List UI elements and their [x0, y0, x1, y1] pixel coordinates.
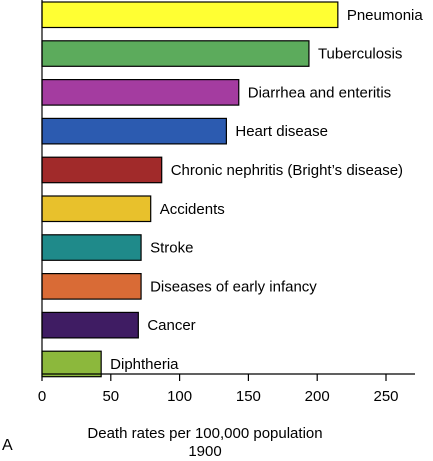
bar-0	[41, 1, 339, 29]
bar-label-4: Chronic nephritis (Bright’s disease)	[171, 162, 403, 179]
bar-7	[41, 273, 142, 300]
x-tick-label-4: 200	[305, 388, 330, 405]
bar-label-8: Cancer	[147, 317, 195, 334]
bar-label-9: Diphtheria	[110, 356, 179, 373]
bar-3	[41, 117, 227, 145]
x-axis-year: 1900	[188, 443, 222, 460]
panel-label: A	[2, 437, 13, 454]
x-tick-label-3: 150	[236, 388, 261, 405]
bar-label-1: Tuberculosis	[318, 46, 402, 63]
x-ticks-group: 0 50 100 150 200 250	[38, 374, 399, 405]
bar-label-3: Heart disease	[235, 123, 328, 140]
bars-group	[41, 1, 339, 378]
x-axis-title: Death rates per 100,000 population	[87, 425, 323, 442]
x-tick-label-2: 100	[167, 388, 192, 405]
x-tick-label-1: 50	[102, 388, 119, 405]
bar-label-2: Diarrhea and enteritis	[248, 84, 391, 101]
bar-label-6: Stroke	[150, 240, 193, 257]
x-tick-label-0: 0	[38, 388, 46, 405]
bar-5	[41, 195, 152, 223]
bar-4	[41, 156, 163, 184]
bar-label-5: Accidents	[160, 201, 225, 218]
bar-2	[41, 78, 240, 106]
bar-6	[41, 234, 142, 261]
bar-label-7: Diseases of early infancy	[150, 278, 317, 295]
x-tick-label-5: 250	[373, 388, 398, 405]
bar-9	[41, 350, 102, 378]
bar-label-0: Pneumonia	[347, 7, 424, 24]
bar-8	[41, 311, 139, 339]
bar-1	[41, 40, 310, 67]
bar-labels-group: Pneumonia Tuberculosis Diarrhea and enteri…	[110, 7, 423, 373]
